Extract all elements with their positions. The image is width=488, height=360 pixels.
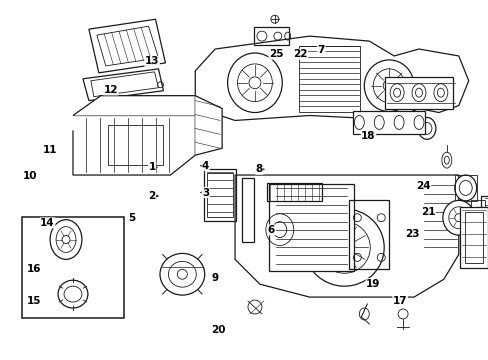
- Text: 3: 3: [202, 188, 209, 198]
- Ellipse shape: [50, 220, 82, 260]
- Bar: [480, 196, 488, 264]
- Text: 21: 21: [420, 207, 435, 217]
- Text: 25: 25: [268, 49, 283, 59]
- Polygon shape: [195, 36, 468, 121]
- Ellipse shape: [442, 201, 474, 235]
- Text: 12: 12: [103, 85, 118, 95]
- Bar: [269, 184, 353, 271]
- Text: 7: 7: [317, 45, 325, 55]
- Bar: [204, 169, 236, 221]
- Bar: [242, 177, 253, 242]
- Polygon shape: [235, 175, 458, 297]
- Bar: [470, 201, 484, 255]
- Text: 22: 22: [293, 49, 307, 59]
- Bar: [298, 46, 360, 112]
- Bar: [108, 125, 163, 165]
- Bar: [385, 77, 452, 109]
- Text: 4: 4: [202, 161, 209, 171]
- Text: 8: 8: [255, 164, 262, 174]
- Text: 18: 18: [361, 131, 375, 141]
- Text: 13: 13: [144, 57, 159, 66]
- Ellipse shape: [58, 280, 88, 308]
- Text: 19: 19: [366, 279, 380, 289]
- Text: 16: 16: [27, 264, 41, 274]
- Text: 17: 17: [392, 296, 407, 306]
- Text: 23: 23: [404, 229, 419, 239]
- Polygon shape: [73, 96, 195, 116]
- Text: 6: 6: [267, 225, 274, 235]
- Text: 10: 10: [23, 171, 38, 181]
- Text: 15: 15: [27, 296, 41, 306]
- Ellipse shape: [160, 253, 204, 295]
- Text: 9: 9: [211, 273, 219, 283]
- Ellipse shape: [304, 209, 384, 286]
- Text: 1: 1: [148, 162, 155, 172]
- Polygon shape: [195, 96, 222, 155]
- Text: 2: 2: [148, 191, 155, 201]
- Polygon shape: [73, 116, 195, 175]
- Text: 11: 11: [42, 145, 57, 155]
- Text: 24: 24: [415, 181, 430, 192]
- Text: 5: 5: [128, 212, 135, 222]
- Text: 14: 14: [40, 218, 55, 228]
- Ellipse shape: [364, 60, 413, 112]
- Bar: [454, 175, 476, 201]
- Text: 20: 20: [211, 325, 225, 335]
- Bar: [267, 183, 322, 201]
- Bar: [207, 173, 233, 217]
- Ellipse shape: [417, 117, 435, 139]
- Ellipse shape: [227, 53, 282, 113]
- Bar: [459, 207, 487, 268]
- Bar: [22, 217, 123, 318]
- Bar: [349, 200, 388, 269]
- Bar: [464, 212, 482, 264]
- Ellipse shape: [454, 175, 476, 201]
- Bar: [353, 111, 424, 134]
- Bar: [254, 27, 289, 45]
